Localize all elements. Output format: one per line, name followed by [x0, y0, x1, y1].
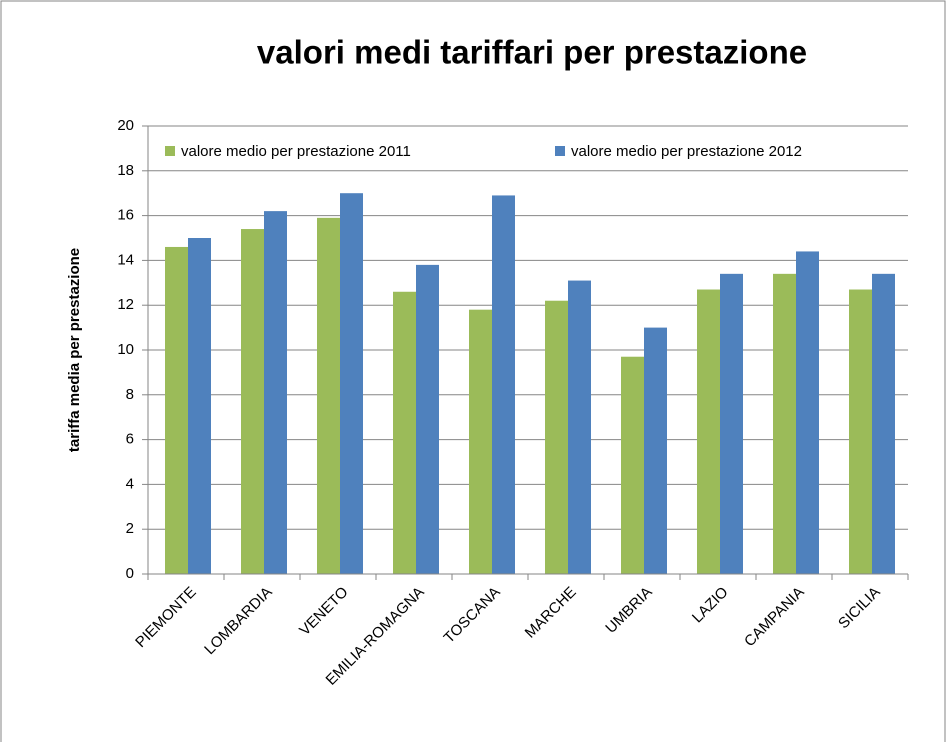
y-tick-label: 4: [126, 475, 134, 492]
bar: [773, 273, 796, 574]
bar: [872, 273, 895, 574]
y-tick-label: 8: [126, 386, 134, 403]
bar: [849, 289, 872, 574]
y-tick-label: 18: [117, 162, 134, 179]
bar: [796, 251, 819, 574]
y-tick-label: 2: [126, 520, 134, 537]
legend-label: valore medio per prestazione 2011: [181, 143, 411, 160]
bar: [469, 309, 492, 574]
legend-swatch: [555, 146, 565, 156]
bar: [621, 356, 644, 574]
bar: [697, 289, 720, 574]
bar: [188, 238, 211, 574]
bar: [393, 291, 416, 574]
y-tick-label: 20: [117, 117, 134, 134]
y-tick-label: 6: [126, 431, 134, 448]
legend-label: valore medio per prestazione 2012: [571, 143, 802, 160]
bar: [492, 195, 515, 574]
y-tick-label: 10: [117, 341, 134, 358]
chart-title: valori medi tariffari per prestazione: [257, 34, 807, 71]
y-tick-label: 16: [117, 207, 134, 224]
bar: [264, 211, 287, 574]
y-tick-label: 14: [117, 251, 134, 268]
y-tick-label: 12: [117, 296, 134, 313]
y-tick-label: 0: [126, 565, 134, 582]
bar: [416, 264, 439, 574]
legend-swatch: [165, 146, 175, 156]
bar: [568, 280, 591, 574]
bar: [720, 273, 743, 574]
bar: [317, 217, 340, 574]
bar: [340, 193, 363, 574]
bar: [545, 300, 568, 574]
bar: [644, 327, 667, 574]
bar: [165, 246, 188, 574]
y-axis-title: tariffa media per prestazione: [66, 248, 83, 452]
bar: [241, 229, 264, 575]
